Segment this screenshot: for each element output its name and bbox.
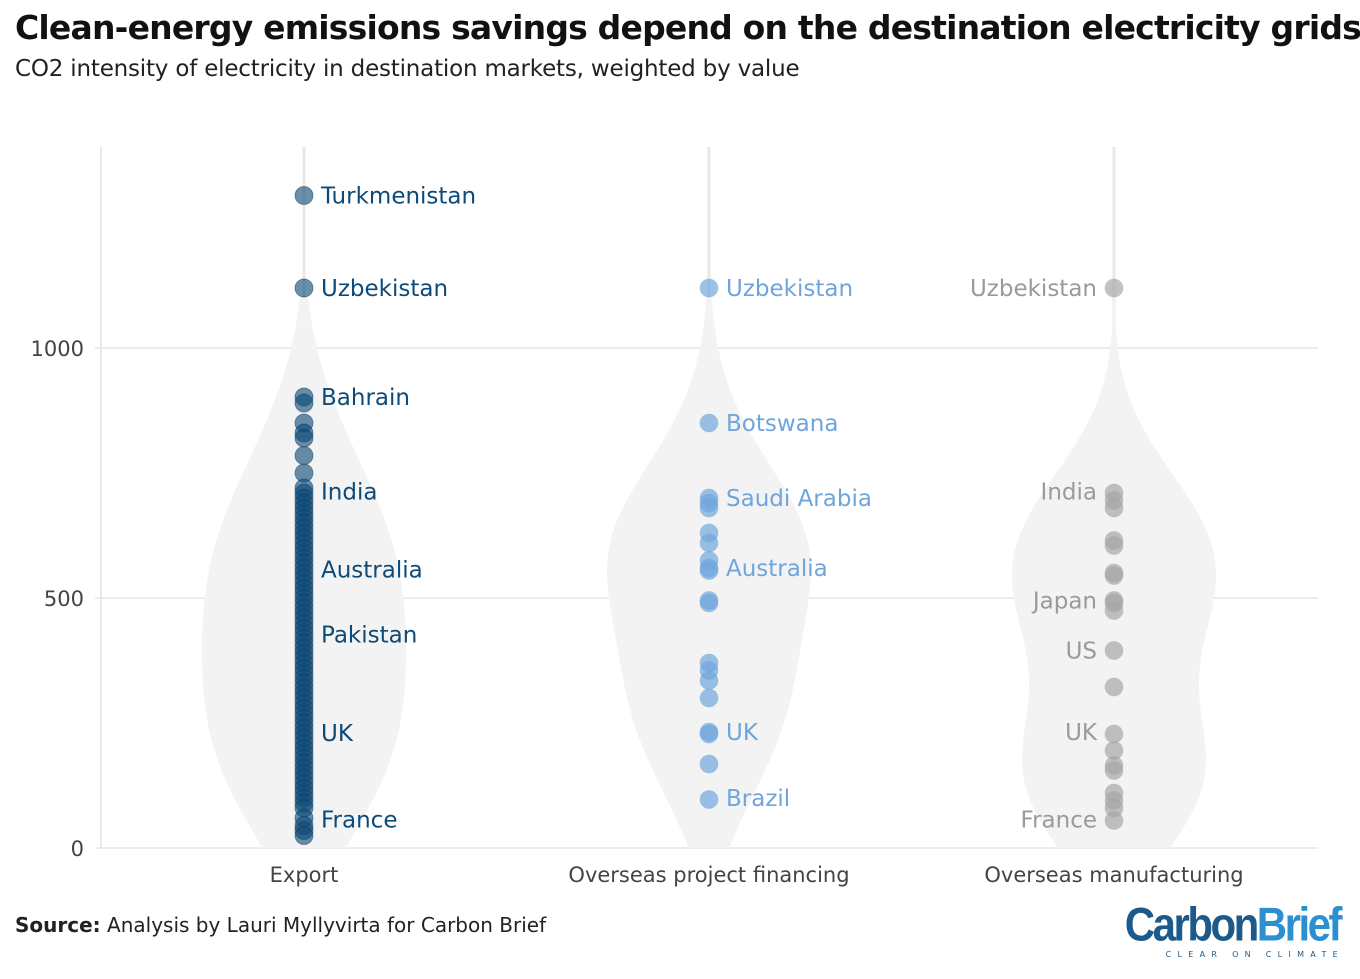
source-label: Source: — [15, 913, 101, 937]
data-point[interactable] — [1104, 761, 1124, 780]
point-label: Botswana — [726, 411, 838, 437]
y-tick-label: 0 — [71, 837, 84, 861]
y-tick-label: 1000 — [31, 337, 84, 361]
axes: 0 500 1000 Export Overseas project financing… — [31, 337, 1244, 887]
logo-word-brief: Brief — [1256, 897, 1343, 951]
point-label: Australia — [321, 558, 423, 584]
point-label: India — [1041, 480, 1097, 506]
data-point[interactable] — [1104, 677, 1124, 697]
source-note: Source: Analysis by Lauri Myllyvirta for… — [15, 913, 546, 937]
point-label: Uzbekistan — [321, 276, 448, 302]
point-label: Uzbekistan — [726, 276, 853, 302]
logo-wordmark: CarbonBrief — [1124, 897, 1343, 951]
point-label: UK — [1065, 720, 1098, 746]
data-point[interactable] — [294, 186, 314, 205]
data-point[interactable] — [1104, 641, 1124, 660]
data-point[interactable] — [699, 790, 719, 809]
point-labels: Turkmenistan Uzbekistan Bahrain India Austra… — [320, 184, 1098, 834]
data-point[interactable] — [1104, 566, 1124, 585]
data-point[interactable] — [1104, 724, 1124, 744]
source-text: Analysis by Lauri Myllyvirta for Carbon … — [107, 913, 547, 937]
data-point[interactable] — [1104, 811, 1124, 830]
data-point[interactable] — [294, 278, 314, 298]
data-point[interactable] — [1104, 536, 1124, 555]
x-category-label: Overseas manufacturing — [984, 863, 1243, 887]
point-label: France — [1021, 808, 1097, 834]
data-point[interactable] — [294, 446, 314, 465]
data-point[interactable] — [294, 826, 314, 845]
data-point[interactable] — [699, 413, 719, 433]
chart-title: Clean-energy emissions savings depend on… — [15, 8, 1360, 47]
chart-subtitle: CO2 intensity of electricity in destinat… — [15, 56, 800, 82]
data-point[interactable] — [699, 724, 719, 744]
data-point[interactable] — [699, 498, 719, 518]
data-point[interactable] — [699, 593, 719, 613]
logo-word-carbon: Carbon — [1124, 897, 1260, 951]
data-point[interactable] — [699, 754, 719, 774]
data-point[interactable] — [699, 278, 719, 298]
data-point[interactable] — [294, 393, 314, 413]
point-label: US — [1066, 639, 1097, 665]
data-points — [294, 186, 1124, 845]
x-category-label: Export — [270, 863, 339, 887]
data-point[interactable] — [294, 428, 314, 448]
x-category-label: Overseas project financing — [568, 863, 849, 887]
data-point[interactable] — [699, 688, 719, 708]
y-tick-label: 500 — [44, 587, 84, 611]
point-label: Bahrain — [321, 385, 410, 411]
point-label: Australia — [726, 556, 828, 582]
point-label: UK — [726, 720, 759, 746]
data-point[interactable] — [699, 561, 719, 580]
point-label: Japan — [1031, 589, 1097, 615]
data-point[interactable] — [699, 533, 719, 553]
point-label: UK — [321, 721, 354, 747]
point-label: Brazil — [726, 786, 790, 812]
logo-tagline: CLEAR ON CLIMATE — [1165, 950, 1344, 959]
data-point[interactable] — [699, 671, 719, 690]
point-label: Uzbekistan — [970, 276, 1097, 302]
data-point[interactable] — [1104, 498, 1124, 518]
point-label: Turkmenistan — [320, 184, 476, 210]
point-label: France — [321, 808, 397, 834]
point-label: Saudi Arabia — [726, 486, 872, 512]
data-point[interactable] — [1104, 601, 1124, 620]
data-point[interactable] — [1104, 278, 1124, 298]
carbon-brief-logo[interactable]: CarbonBrief CLEAR ON CLIMATE — [1124, 897, 1343, 959]
point-label: India — [321, 480, 377, 506]
point-label: Pakistan — [321, 623, 417, 649]
